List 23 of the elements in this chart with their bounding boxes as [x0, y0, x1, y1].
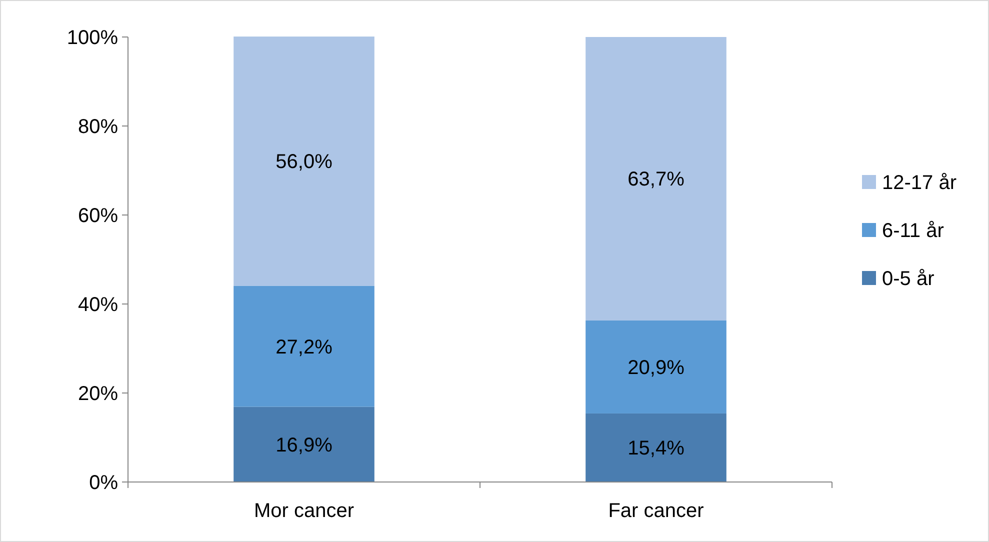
legend-label: 6-11 år [882, 220, 944, 242]
y-tick-label: 80% [78, 116, 118, 138]
bar [586, 413, 726, 482]
data-label: 16,9% [276, 434, 333, 456]
bar [234, 36, 374, 286]
y-tick-label: 40% [78, 294, 118, 316]
y-tick-label: 0% [89, 472, 118, 494]
y-tick-label: 60% [78, 205, 118, 227]
x-tick-label: Mor cancer [254, 500, 354, 522]
data-label: 20,9% [628, 356, 685, 379]
data-label: 56,0% [276, 151, 333, 174]
x-tick-label: Far cancer [608, 500, 704, 522]
bar [586, 37, 726, 320]
y-tick-label: 20% [78, 383, 118, 405]
bar [586, 320, 726, 414]
legend-label: 12-17 år [882, 172, 957, 194]
bar [234, 286, 374, 407]
data-label: 27,2% [276, 336, 333, 358]
y-tick-label: 100% [66, 27, 118, 49]
legend-label: 0-5 år [882, 268, 935, 290]
data-label: 63,7% [628, 168, 685, 191]
data-label: 15,4% [628, 438, 685, 460]
bar [234, 406, 374, 482]
